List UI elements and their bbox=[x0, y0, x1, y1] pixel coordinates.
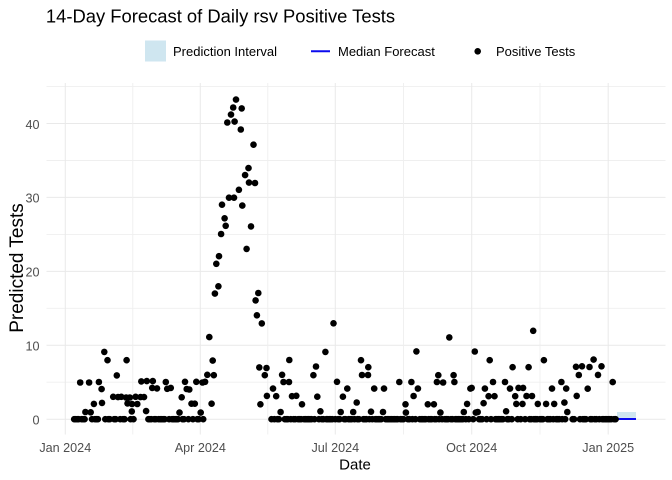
svg-text:Oct 2024: Oct 2024 bbox=[446, 441, 497, 455]
svg-text:30: 30 bbox=[25, 192, 39, 206]
svg-text:14-Day Forecast of Daily rsv P: 14-Day Forecast of Daily rsv Positive Te… bbox=[46, 5, 395, 26]
svg-text:Predicted Tests: Predicted Tests bbox=[7, 203, 28, 333]
svg-text:Median Forecast: Median Forecast bbox=[338, 44, 435, 59]
svg-text:Jul 2024: Jul 2024 bbox=[311, 441, 359, 455]
svg-text:20: 20 bbox=[25, 266, 39, 280]
svg-text:10: 10 bbox=[25, 340, 39, 354]
svg-text:Date: Date bbox=[339, 457, 371, 474]
svg-text:0: 0 bbox=[32, 414, 39, 428]
svg-text:Jan 2025: Jan 2025 bbox=[582, 441, 634, 455]
svg-text:40: 40 bbox=[25, 118, 39, 132]
svg-text:Positive Tests: Positive Tests bbox=[496, 44, 576, 59]
svg-text:Apr 2024: Apr 2024 bbox=[175, 441, 226, 455]
svg-text:Jan 2024: Jan 2024 bbox=[39, 441, 91, 455]
svg-text:Prediction Interval: Prediction Interval bbox=[173, 44, 277, 59]
